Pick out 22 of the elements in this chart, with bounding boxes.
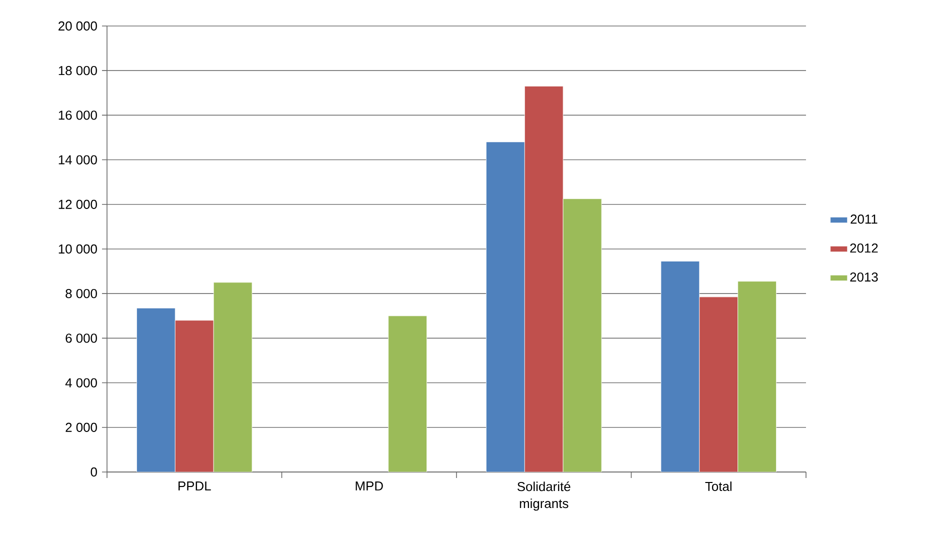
y-tick-label: 14 000	[58, 155, 97, 164]
bar	[388, 316, 427, 472]
y-tick-label: 10 000	[58, 244, 97, 254]
y-tick-label: 16 000	[58, 110, 97, 120]
x-tick-label: Total	[705, 481, 732, 492]
legend-label: 2012	[850, 243, 878, 253]
x-tick-label: PPDL	[178, 482, 211, 490]
bar	[524, 86, 564, 472]
y-tick-label: 8 000	[66, 288, 97, 298]
y-tick-label: 18 000	[58, 66, 97, 76]
y-tick-label: 6 000	[66, 334, 97, 343]
y-tick-label: 0	[90, 467, 97, 477]
legend-label: 2011	[850, 214, 878, 224]
x-tick-label: MPD	[356, 482, 383, 490]
y-tick-label: 12 000	[58, 200, 97, 209]
x-tick-label: Solidarité migrants	[517, 482, 570, 511]
y-tick-label: 2 000	[66, 422, 97, 432]
y-tick-label: 4 000	[65, 378, 97, 388]
bar	[174, 320, 214, 472]
legend-label: 2013	[850, 272, 878, 282]
bar	[699, 296, 738, 472]
y-tick-label: 20 000	[58, 21, 97, 31]
